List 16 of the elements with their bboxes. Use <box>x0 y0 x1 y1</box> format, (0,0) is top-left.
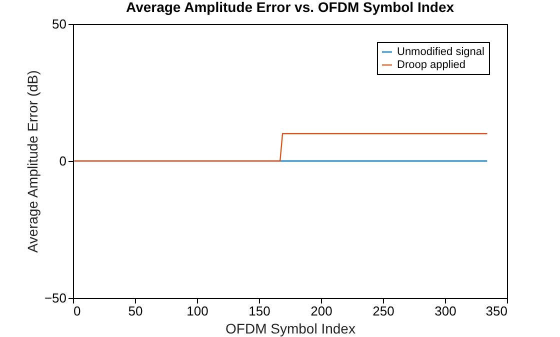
legend-label: Unmodified signal <box>397 46 484 58</box>
x-tick-label: 350 <box>486 304 508 318</box>
y-tick-label: −50 <box>44 290 66 306</box>
x-axis-title: OFDM Symbol Index <box>226 320 356 336</box>
x-tick-label: 150 <box>248 304 270 318</box>
x-tick-label: 250 <box>372 304 394 318</box>
legend-label: Droop applied <box>397 59 466 71</box>
x-tick-label: 300 <box>434 304 456 318</box>
x-tick-label: 0 <box>74 304 81 318</box>
x-tick-label: 200 <box>310 304 332 318</box>
x-tick-label: 100 <box>186 304 208 318</box>
y-tick-label: 0 <box>59 154 66 168</box>
x-tick-label: 50 <box>128 304 143 318</box>
y-tick-label: 50 <box>52 16 66 32</box>
chart-title: Average Amplitude Error vs. OFDM Symbol Index <box>126 0 454 15</box>
y-axis-title: Average Amplitude Error (dB) <box>24 70 40 253</box>
